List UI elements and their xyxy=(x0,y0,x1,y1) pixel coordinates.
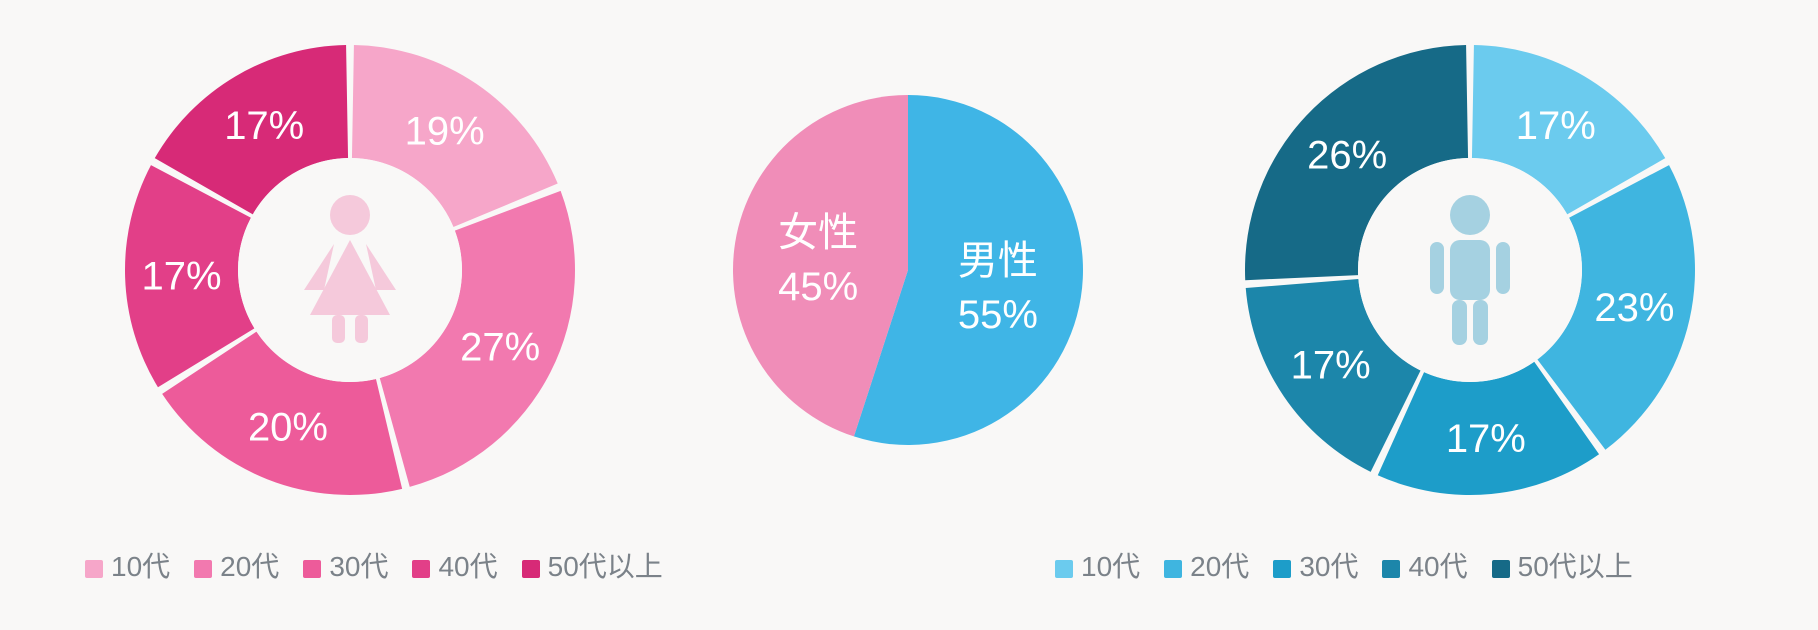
legend-item-label: 10代 xyxy=(111,551,170,582)
legend-item-label: 30代 xyxy=(329,551,388,582)
legend-swatch xyxy=(412,560,430,578)
legend-item-label: 50代以上 xyxy=(1518,551,1633,582)
legend-swatch xyxy=(1382,560,1400,578)
legend-swatch xyxy=(522,560,540,578)
male-legend: 10代 20代 30代 40代 50代以上 xyxy=(1055,545,1633,585)
legend-item-label: 40代 xyxy=(438,551,497,582)
donut-slice-label: 17% xyxy=(1291,344,1371,388)
legend-item-label: 20代 xyxy=(1190,551,1249,582)
legend-swatch xyxy=(85,560,103,578)
donut-slice-label: 17% xyxy=(1446,417,1526,461)
donut-slice-label: 23% xyxy=(1594,286,1674,330)
legend-item-label: 40代 xyxy=(1408,551,1467,582)
legend-swatch xyxy=(303,560,321,578)
legend-swatch xyxy=(194,560,212,578)
legend-item-label: 10代 xyxy=(1081,551,1140,582)
donut-slice-label: 17% xyxy=(1516,104,1596,148)
legend-swatch xyxy=(1273,560,1291,578)
legend-swatch xyxy=(1492,560,1510,578)
donut-slice-label: 26% xyxy=(1307,134,1387,178)
legend-item-label: 20代 xyxy=(220,551,279,582)
male-age-donut: 17% 23% 17% 17% 26% xyxy=(0,0,1818,545)
female-legend: 10代 20代 30代 40代 50代以上 xyxy=(85,545,663,585)
legend-swatch xyxy=(1164,560,1182,578)
legend-item-label: 30代 xyxy=(1299,551,1358,582)
legend-item-label: 50代以上 xyxy=(548,551,663,582)
legend-swatch xyxy=(1055,560,1073,578)
